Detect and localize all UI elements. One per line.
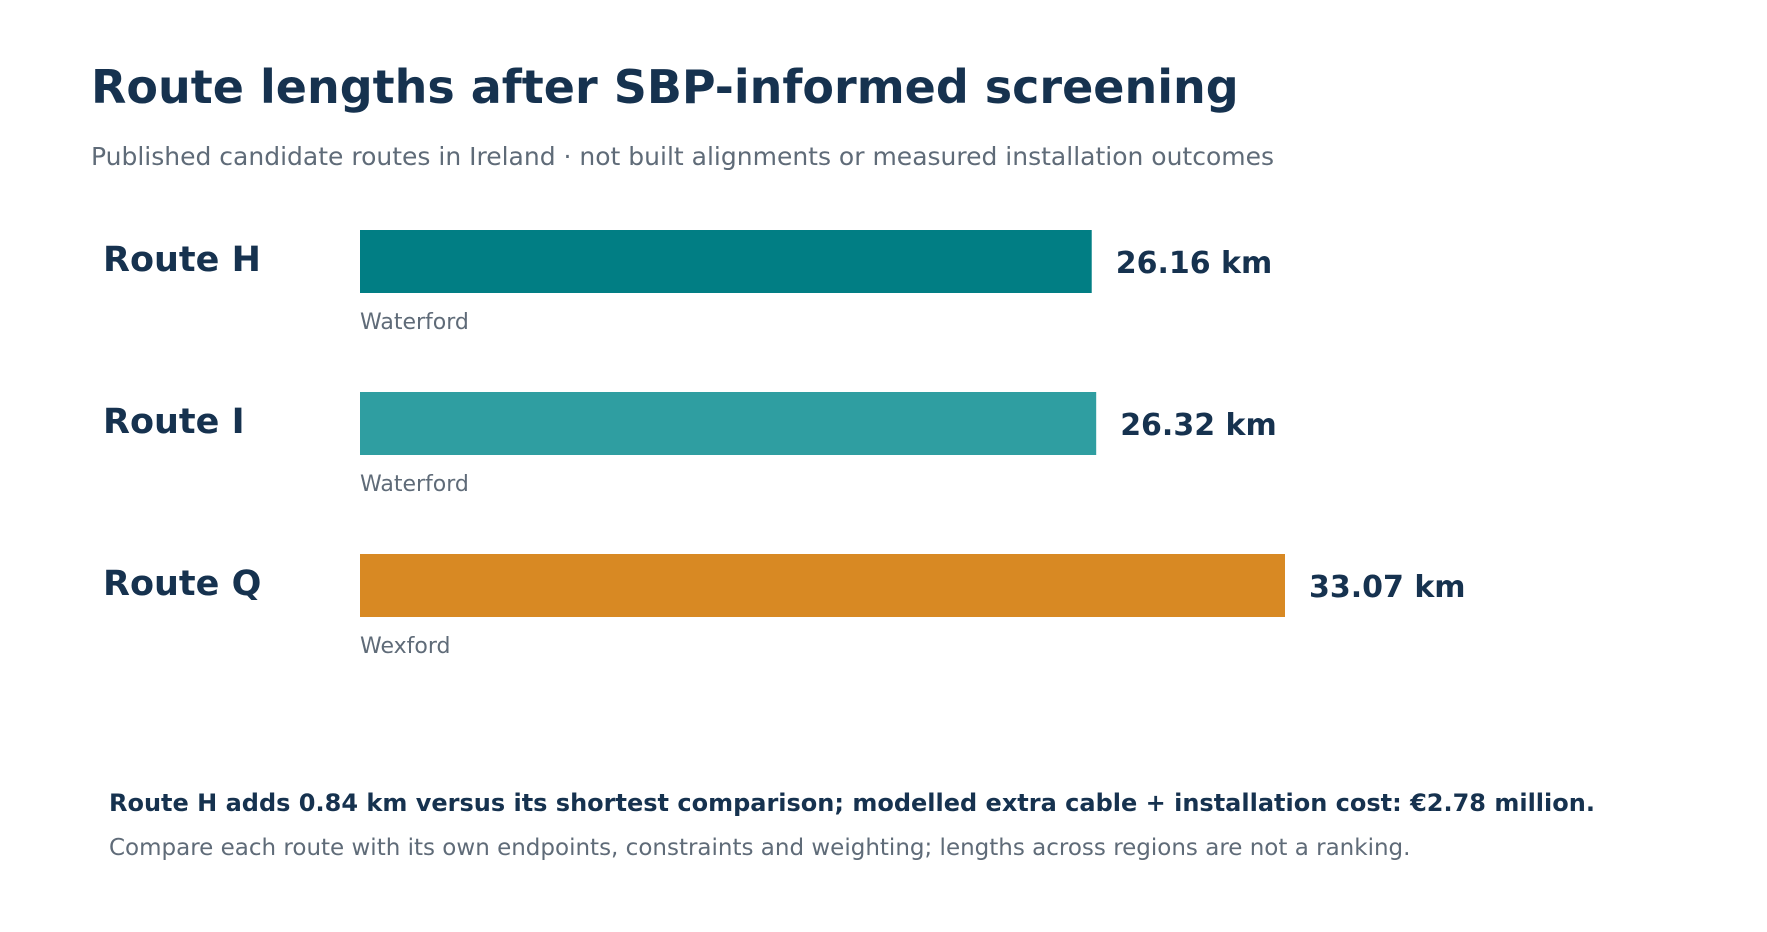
route-h-bar — [360, 230, 1092, 293]
route-i-bar — [360, 392, 1097, 455]
route-i-region-label: Waterford — [360, 472, 469, 497]
summary-note: Route H adds 0.84 km versus its shortest… — [109, 789, 1595, 817]
route-h-region-label: Waterford — [360, 310, 469, 335]
route-q-region-label: Wexford — [360, 634, 450, 659]
route-q-value-label: 33.07 km — [1309, 570, 1466, 605]
chart-title: Route lengths after SBP-informed screeni… — [91, 60, 1239, 114]
route-q-label: Route Q — [103, 564, 261, 604]
route-i-value-label: 26.32 km — [1120, 408, 1277, 443]
route-h-label: Route H — [103, 240, 261, 280]
bar-chart: Route H 26.16 km Waterford Route I 26.32 km W… — [103, 230, 1466, 659]
chart-subtitle: Published candidate routes in Ireland · … — [91, 142, 1275, 171]
route-i-label: Route I — [103, 402, 245, 442]
route-q-bar — [360, 554, 1285, 617]
caveat-note: Compare each route with its own endpoint… — [109, 835, 1411, 861]
route-h-value-label: 26.16 km — [1116, 246, 1273, 281]
